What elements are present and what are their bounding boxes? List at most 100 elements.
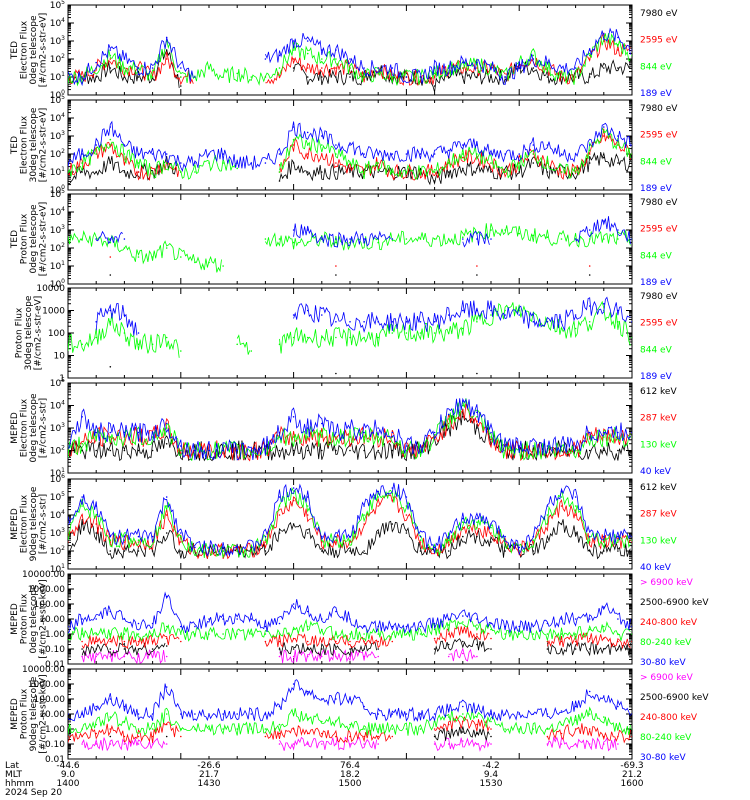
data-point [349,655,351,658]
data-point [603,436,605,438]
data-point [335,144,337,146]
data-point [264,728,267,730]
data-point [532,162,535,164]
data-point [123,144,126,146]
data-point [165,505,168,507]
data-point [405,76,408,78]
legend-entry: 189 eV [640,89,673,99]
data-point [560,171,563,173]
data-point [447,413,450,416]
data-point [603,126,605,128]
data-point [165,532,168,534]
data-point [419,713,422,715]
data-point [447,162,450,164]
data-point [123,705,126,708]
y-tick-label: 103 [50,35,65,47]
y-tick-label: 105 [50,188,65,200]
data-point [165,162,168,164]
data-point [292,314,295,316]
data-point [264,535,267,538]
data-point [306,648,309,650]
data-point [363,449,365,452]
data-point [476,411,478,414]
data-point [278,705,281,708]
y-tick-label: 104 [50,206,65,218]
data-point [603,135,605,137]
series-line [68,482,631,557]
data-point [603,535,605,538]
data-point [349,162,351,164]
data-point [349,539,351,541]
data-point [462,327,464,330]
series-group [68,482,632,560]
data-point [574,728,577,730]
data-point [462,156,464,159]
data-point [123,655,126,658]
data-point [377,67,380,69]
y-tick-label: 102 [50,148,65,160]
data-point [363,743,365,745]
data-point [222,633,224,635]
data-point [349,144,351,146]
data-point [321,648,323,650]
data-point [631,54,632,57]
data-point [250,728,253,730]
x-row-value: 21.2 [622,770,642,780]
data-point [81,238,83,240]
chart-panel: 0.01 0.10 1.00 10.00 100.00 1000.00 10000.00ME… [10,665,710,765]
data-point [137,633,140,635]
data-point [391,76,394,78]
data-point [81,618,83,620]
data-point [250,550,253,552]
data-point [109,309,112,312]
data-point [490,431,492,434]
data-point [306,625,309,628]
data-point [236,167,238,170]
data-point [490,541,492,543]
data-point [165,743,168,745]
data-point [81,640,83,643]
data-point [123,67,126,69]
data-point [476,535,478,538]
data-point [490,309,492,312]
data-point [68,625,69,628]
data-point [603,550,605,552]
data-point [617,728,619,730]
data-point [151,436,154,438]
y-tick-label: 101 [50,563,65,575]
data-point [137,640,140,643]
data-point [560,523,563,525]
data-point [335,655,337,658]
data-point [532,54,535,57]
data-point [405,496,408,498]
data-point [151,431,154,434]
data-point [137,153,140,155]
y-tick-label: 101 [50,71,65,83]
data-point [306,532,309,534]
data-point [292,655,295,658]
data-point [574,238,577,240]
data-point [532,550,535,552]
data-point [433,728,436,730]
data-point [81,743,83,745]
data-point [588,648,591,650]
data-point [292,241,295,244]
data-point [292,416,295,418]
data-point [391,492,394,495]
data-point [165,625,168,628]
data-point [447,550,450,552]
data-point [151,648,154,650]
data-point [405,445,408,447]
data-point [532,713,535,715]
data-point [405,449,408,452]
data-point [447,67,450,69]
data-point [462,400,464,402]
data-point [447,624,450,626]
data-point [419,321,422,323]
data-point [476,265,478,267]
data-point [490,526,492,529]
data-point [321,422,323,425]
data-point [377,735,380,738]
data-point [123,314,126,316]
data-point [151,76,154,78]
